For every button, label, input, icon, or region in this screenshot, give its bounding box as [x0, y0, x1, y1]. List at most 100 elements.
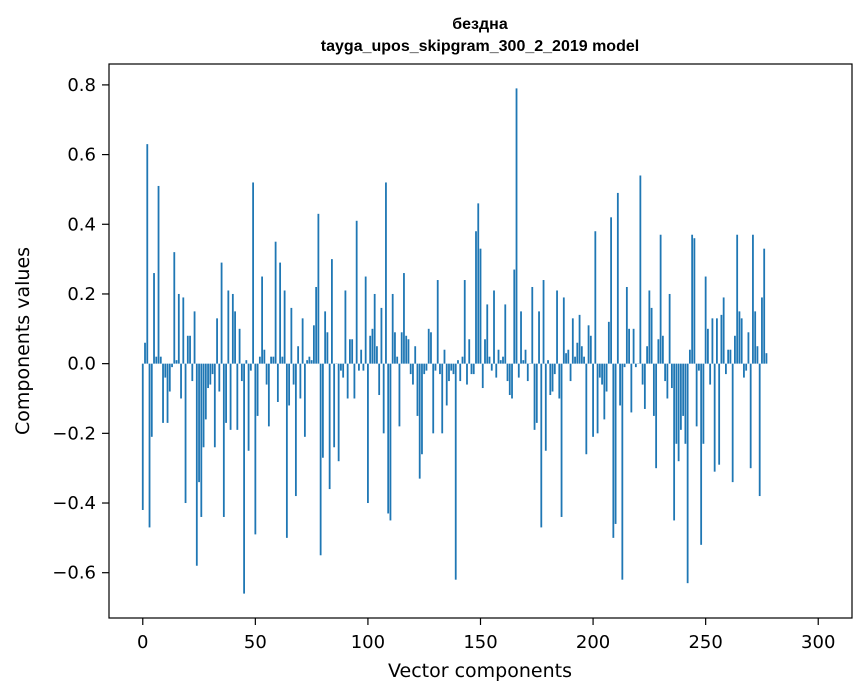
- bar-117: [405, 335, 408, 364]
- bar-129: [432, 363, 435, 434]
- bar-254: [713, 363, 716, 472]
- bar-163: [508, 363, 511, 396]
- bar-35: [220, 262, 223, 364]
- bar-263: [734, 335, 736, 364]
- bar-44: [240, 363, 243, 382]
- bar-109: [387, 363, 390, 514]
- y-tick-label: 0.0: [67, 354, 96, 375]
- bar-9: [162, 363, 164, 423]
- bar-135: [445, 363, 448, 406]
- bar-134: [443, 349, 446, 364]
- bar-55: [265, 363, 268, 385]
- bar-4: [150, 363, 153, 437]
- bar-235: [670, 363, 673, 389]
- bar-19: [184, 363, 187, 504]
- bar-1: [144, 342, 146, 364]
- bar-11: [166, 363, 169, 423]
- bar-188: [565, 353, 567, 364]
- bar-94: [353, 363, 356, 399]
- bar-187: [562, 297, 565, 364]
- bar-58: [272, 356, 275, 364]
- bar-119: [409, 363, 412, 375]
- bar-10: [164, 363, 167, 378]
- bar-98: [362, 363, 365, 371]
- bar-49: [252, 182, 254, 364]
- bar-271: [752, 234, 754, 364]
- bar-175: [535, 363, 538, 423]
- bar-36: [222, 363, 225, 517]
- bar-99: [364, 276, 367, 364]
- bar-157: [495, 363, 498, 378]
- bar-142: [461, 356, 464, 364]
- bar-52: [258, 356, 261, 364]
- bar-105: [378, 363, 381, 396]
- bar-216: [628, 328, 630, 364]
- bar-50: [254, 363, 257, 535]
- bar-185: [558, 363, 561, 399]
- bar-154: [488, 356, 491, 364]
- bar-114: [398, 363, 401, 427]
- bar-260: [727, 349, 730, 364]
- bar-189: [567, 349, 570, 364]
- bar-156: [493, 290, 495, 364]
- bar-167: [517, 363, 520, 378]
- bar-116: [403, 273, 405, 364]
- bar-150: [479, 248, 482, 364]
- bar-268: [745, 363, 748, 371]
- bar-131: [436, 280, 439, 364]
- bar-148: [475, 231, 477, 364]
- bar-33: [216, 318, 218, 364]
- bar-215: [625, 286, 628, 364]
- bar-133: [441, 363, 444, 434]
- bar-147: [472, 363, 475, 375]
- bar-21: [189, 335, 191, 364]
- bar-217: [630, 363, 633, 413]
- bar-183: [553, 363, 556, 375]
- bar-66: [290, 307, 293, 364]
- bar-118: [407, 339, 410, 364]
- bar-155: [490, 363, 493, 371]
- bar-151: [481, 363, 484, 389]
- bar-251: [707, 328, 709, 364]
- y-tick-label: 0.6: [67, 145, 96, 166]
- x-tick-label: 150: [463, 632, 497, 653]
- bar-64: [285, 363, 288, 538]
- bar-37: [225, 363, 227, 423]
- bar-236: [673, 363, 676, 521]
- bar-171: [526, 363, 529, 382]
- bar-92: [349, 339, 351, 364]
- bar-196: [583, 356, 585, 364]
- bar-83: [328, 363, 331, 490]
- x-tick-label: 200: [576, 632, 610, 653]
- bar-84: [331, 259, 333, 364]
- bar-242: [686, 363, 689, 584]
- bar-141: [459, 363, 462, 382]
- bar-2: [146, 144, 149, 364]
- bar-70: [299, 363, 302, 399]
- bar-96: [358, 363, 360, 371]
- bar-28: [204, 363, 207, 420]
- bar-88: [340, 363, 342, 371]
- bar-128: [430, 332, 432, 364]
- bar-170: [524, 349, 527, 364]
- bar-210: [614, 363, 617, 524]
- bar-160: [502, 356, 504, 364]
- bar-240: [682, 363, 685, 416]
- bar-250: [704, 276, 707, 364]
- bar-68: [294, 363, 297, 497]
- bar-38: [227, 290, 230, 364]
- y-tick-label: −0.2: [52, 423, 96, 444]
- bar-93: [351, 339, 354, 364]
- bar-34: [218, 363, 221, 392]
- bar-63: [283, 290, 286, 364]
- bar-158: [497, 349, 500, 364]
- bar-74: [308, 356, 311, 364]
- bar-12: [168, 363, 171, 392]
- bar-14: [173, 252, 176, 364]
- y-axis-label: Components values: [12, 247, 34, 435]
- bar-159: [499, 360, 502, 364]
- bar-8: [159, 356, 162, 364]
- bar-126: [425, 363, 428, 371]
- bar-41: [234, 311, 236, 364]
